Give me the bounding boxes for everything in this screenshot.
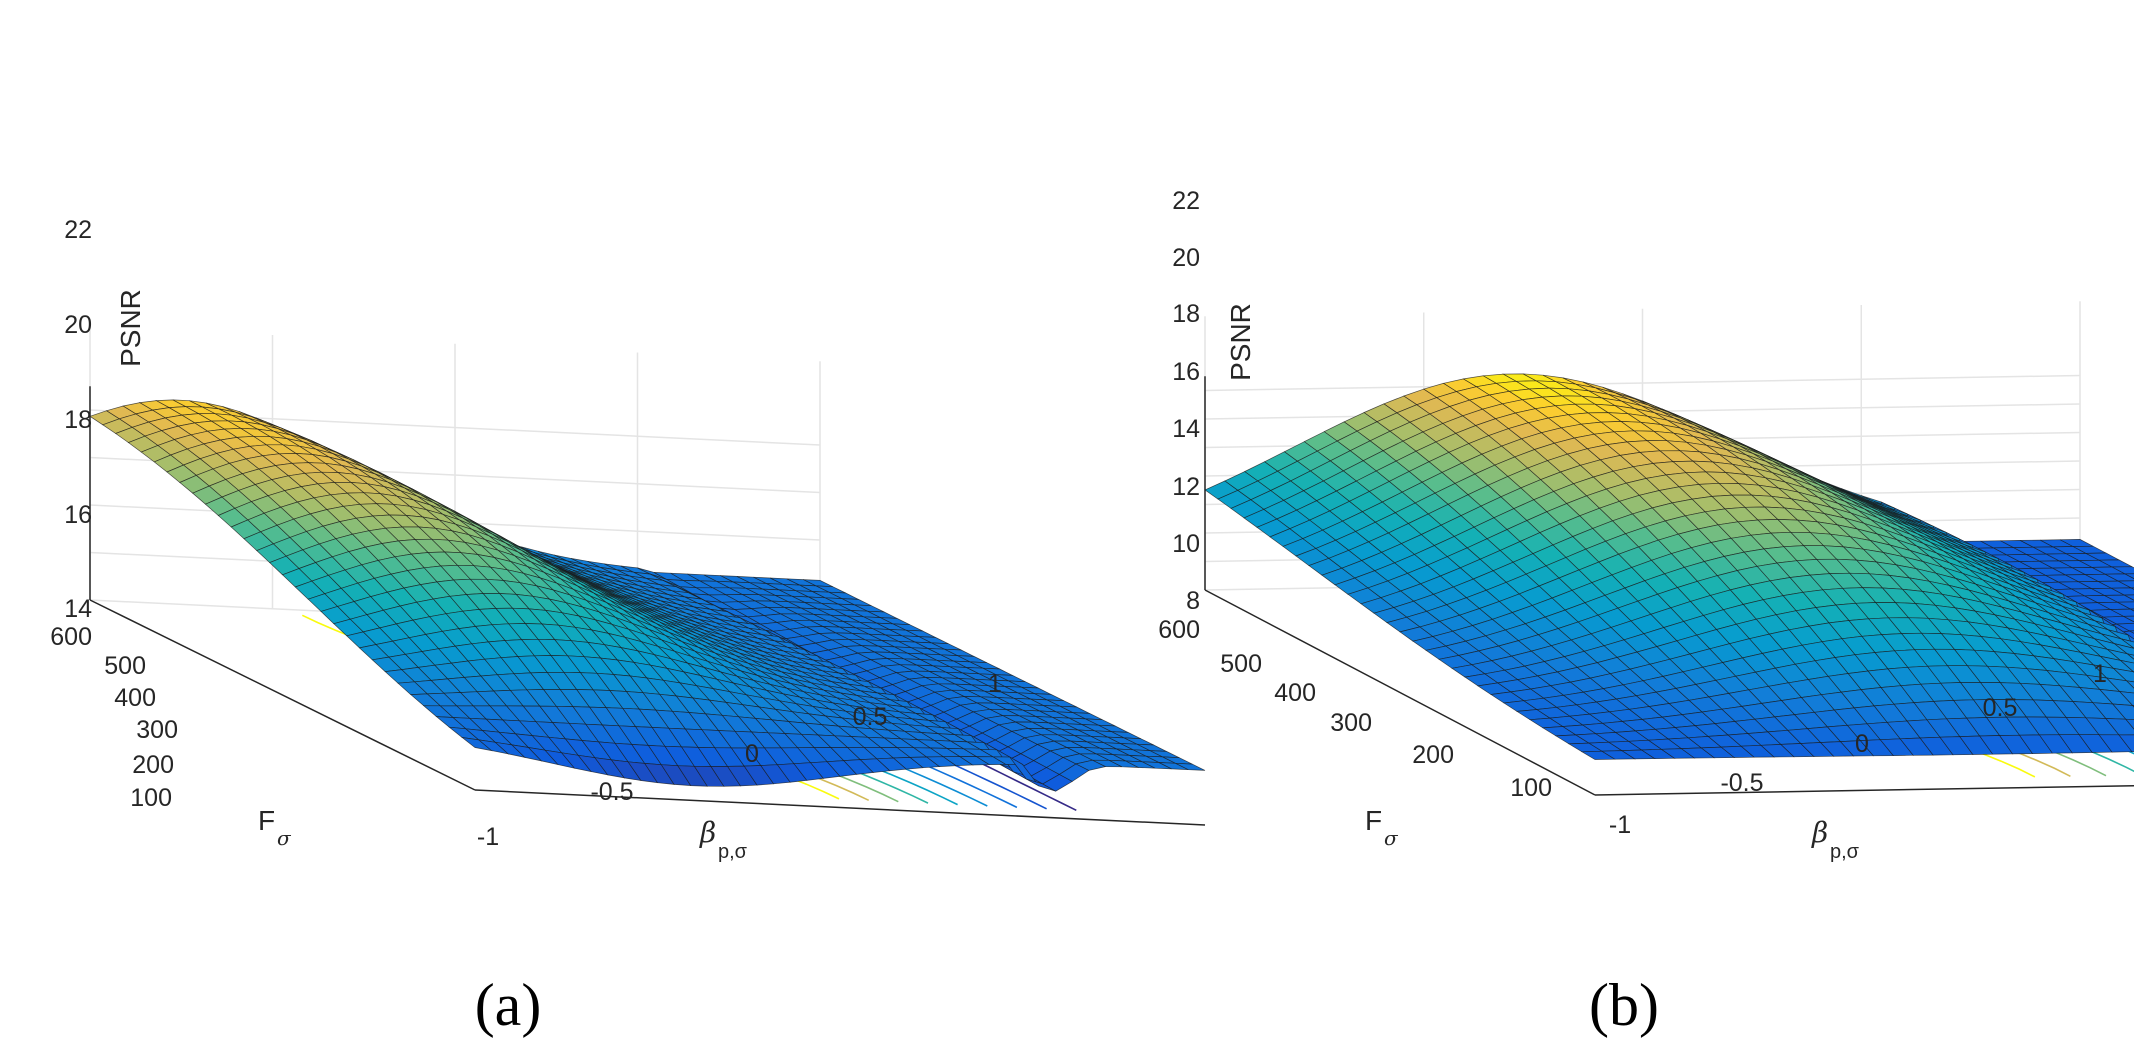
surface-patch [2125,718,2134,730]
surface-patch [2111,587,2134,596]
surface-patch [2115,622,2134,632]
x-axis-line [474,789,1206,826]
surface-patch [1175,762,1206,771]
z-tick-label: 12 [1172,473,1200,501]
panel-label-b: (b) [1589,972,1659,1038]
y-tick-label: 600 [50,623,92,651]
x-axis-label-sub: p,σ [1830,841,1860,863]
surface-patch [2111,703,2134,720]
z-tick-label: 20 [64,311,92,339]
x-tick-label: -1 [477,823,499,851]
surface-patch [2105,718,2134,736]
surface-patch [2118,580,2134,589]
surface-patch [2127,653,2134,660]
x-tick-label: 0.5 [853,703,888,731]
surface-patch [2108,629,2134,643]
x-tick-label: -0.5 [1720,769,1763,797]
surface-patch [2128,630,2134,634]
axes-a [89,386,1206,826]
z-tick-label: 14 [64,595,92,623]
surface-patch [2124,594,2134,601]
x-tick-label: -0.5 [590,778,633,806]
z-tick-label: 10 [1172,530,1200,558]
surface-patch [2130,608,2134,612]
axes-b [1204,376,2134,796]
z-tick-label: 8 [1186,587,1200,615]
chart-panel-b: -1 -0.5 0 0.5 1 100 200 300 400 500 600 … [1158,187,2134,863]
x-axis-label-sub: p,σ [718,841,748,863]
y-tick-label: 300 [136,716,178,744]
y-tick-label: 400 [1274,679,1316,707]
y-tick-label: 200 [1412,741,1454,769]
x-axis-label: β [1811,816,1828,849]
surface-patch [2112,667,2134,683]
surface-patch [2118,734,2134,753]
z-tick-label: 20 [1172,244,1200,272]
y-axis-label-sub: σ [1384,826,1399,850]
surface-patch [2117,601,2134,610]
y-axis-line [1204,589,1596,796]
surface-patch [2114,643,2134,656]
surface-patch [2104,594,2134,603]
y-axis-label-sub: σ [277,826,292,850]
panel-label-a: (a) [475,972,542,1038]
z-tick-label: 18 [1172,300,1200,328]
surface-patch [2105,573,2134,582]
x-tick-label: 1 [2093,660,2107,688]
grid-line [1204,374,2081,392]
y-axis-label: F [1365,805,1382,836]
x-axis-line [1594,785,2134,796]
z-tick-label: 16 [64,501,92,529]
surface-patch [2118,691,2134,706]
surface-patch [2107,649,2134,664]
z-axis-label: PSNR [1225,303,1256,381]
y-tick-label: 400 [114,684,156,712]
surface-patch [2110,608,2134,617]
y-tick-label: 100 [130,784,172,812]
surface-patch [2131,587,2134,590]
surface-b [1204,373,2134,760]
x-tick-label: 0.5 [1983,694,2018,722]
z-tick-label: 22 [1172,187,1200,215]
z-tick-label: 14 [1172,415,1200,443]
y-tick-label: 200 [132,751,174,779]
z-axis-label: PSNR [115,289,146,367]
surface-patch [2122,615,2134,623]
x-tick-label: 1 [988,670,1002,698]
surface-patch [2111,566,2134,575]
y-axis-label: F [258,805,275,836]
y-tick-label: 600 [1158,616,1200,644]
surface-patch [2102,615,2134,625]
surface-patch [2101,633,2134,649]
y-tick-label: 500 [1220,650,1262,678]
y-tick-label: 300 [1330,709,1372,737]
surface-a [89,399,1206,792]
x-tick-label: 0 [745,740,759,768]
x-axis-label: β [699,816,716,849]
z-tick-label: 22 [64,216,92,244]
y-tick-label: 500 [104,652,146,680]
y-axis-line [89,599,476,791]
surface-patch [2125,680,2134,689]
y-tick-label: 100 [1510,774,1552,802]
chart-panel-a: -1 -0.5 0 0.5 1 100 200 300 400 500 600 … [50,216,1206,863]
surface-patch [2121,638,2134,649]
x-tick-label: -1 [1609,811,1631,839]
x-tick-label: 0 [1855,730,1869,758]
z-tick-label: 18 [64,406,92,434]
surface-patch [2127,634,2134,651]
z-tick-label: 16 [1172,358,1200,386]
